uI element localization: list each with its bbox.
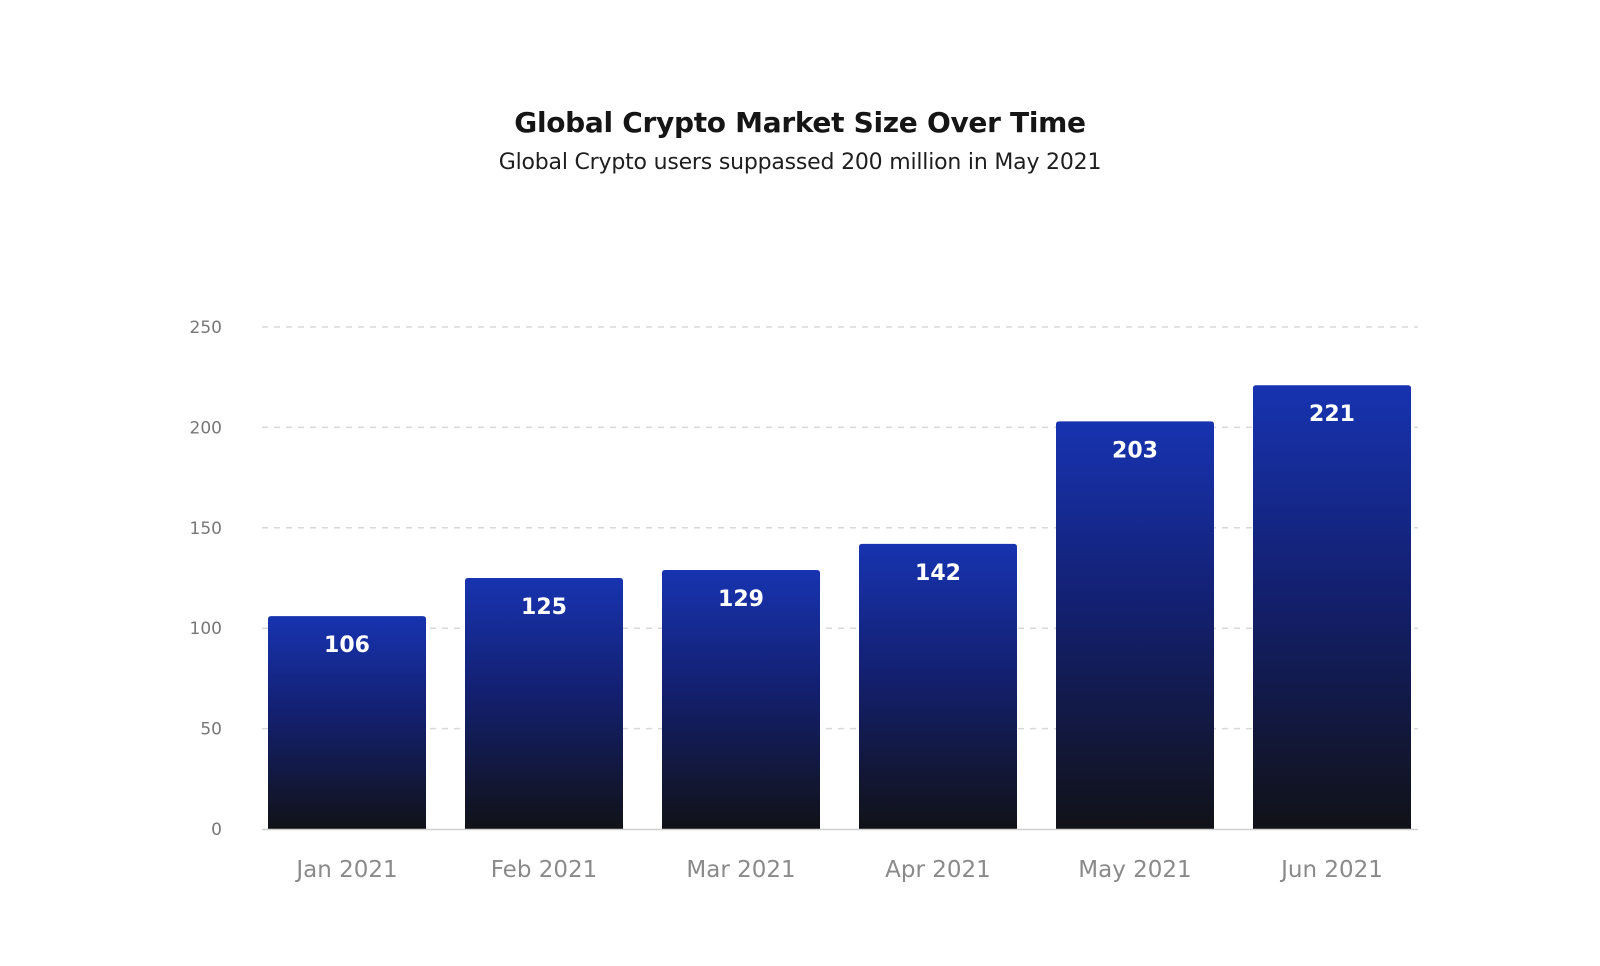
y-tick-label: 50 xyxy=(200,720,222,740)
y-tick-label: 250 xyxy=(190,318,222,338)
bar xyxy=(859,543,1017,829)
data-label: 129 xyxy=(718,587,764,612)
bars: 106 125 129 142 203 221 xyxy=(268,385,1411,829)
y-tick-label: 0 xyxy=(211,820,222,840)
x-tick-label: Mar 2021 xyxy=(686,857,795,883)
y-tick-label: 200 xyxy=(190,418,222,438)
data-label: 106 xyxy=(324,633,370,658)
y-tick-label: 150 xyxy=(190,519,222,539)
bar xyxy=(662,569,820,829)
x-tick-label: Jan 2021 xyxy=(294,857,397,883)
x-axis: Jan 2021 Feb 2021 Mar 2021 Apr 2021 May 2021… xyxy=(262,828,1418,883)
x-tick-label: May 2021 xyxy=(1078,857,1191,883)
data-label: 125 xyxy=(521,595,567,620)
bar xyxy=(268,616,426,829)
data-label: 221 xyxy=(1309,402,1355,427)
x-tick-label: Feb 2021 xyxy=(491,857,598,883)
y-axis: 0 50 100 150 200 250 xyxy=(190,318,222,840)
y-tick-label: 100 xyxy=(190,619,222,639)
data-label: 142 xyxy=(915,561,961,586)
x-tick-label: Apr 2021 xyxy=(885,857,991,883)
chart-subtitle: Global Crypto users suppassed 200 millio… xyxy=(498,150,1102,175)
data-label: 203 xyxy=(1112,438,1158,463)
bar xyxy=(465,578,623,829)
chart-title: Global Crypto Market Size Over Time xyxy=(514,106,1086,139)
x-tick-label: Jun 2021 xyxy=(1279,857,1383,883)
bar xyxy=(1253,385,1411,829)
bar xyxy=(1056,421,1214,829)
gridlines xyxy=(262,326,1418,730)
